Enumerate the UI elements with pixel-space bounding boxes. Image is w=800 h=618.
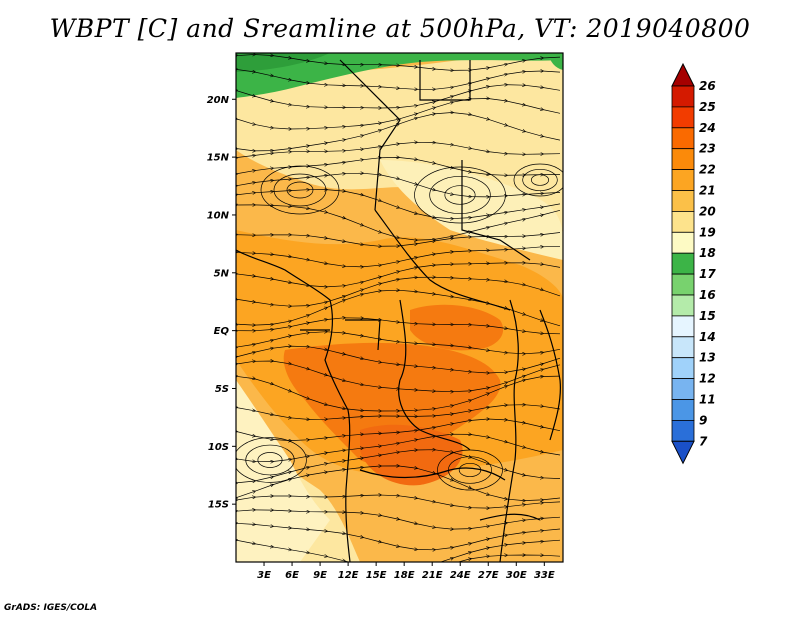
streamline-swirl (236, 437, 307, 483)
colorbar-segment (671, 378, 695, 400)
longitude-axis: 3E 6E 9E 12E 15E 18E 21E 24E 27E 30E 33E (257, 562, 555, 581)
colorbar-label: 11 (699, 393, 716, 407)
streamline-swirl (444, 185, 476, 205)
plot-area (231, 53, 563, 562)
lon-tick-label: 18E (394, 570, 415, 581)
colorbar-segment (671, 210, 695, 233)
colorbar-segment (671, 357, 695, 380)
latitude-axis: 20N 15N 10N 5N EQ 5S 10S 15S (207, 95, 236, 511)
colorbar-label: 21 (699, 184, 716, 198)
border-northeast (419, 60, 471, 101)
colorbar-label: 14 (699, 330, 716, 344)
streamline (236, 405, 561, 420)
streamline (236, 540, 561, 562)
west-coastline (236, 249, 351, 562)
colorbar-label: 22 (699, 163, 716, 177)
colorbar-label: 7 (699, 434, 708, 448)
colorbar-segment (671, 336, 695, 359)
lat-tick-label: 5N (214, 268, 230, 279)
streamline-swirl (530, 174, 550, 186)
border-south (359, 467, 506, 481)
colorbar-segment (671, 148, 695, 170)
lat-tick-label: 20N (207, 95, 230, 106)
boundaries (236, 59, 561, 562)
streamline (236, 495, 561, 508)
colorbar-label: 12 (699, 372, 716, 386)
colorbar-segment (671, 273, 695, 296)
streamline (236, 318, 561, 334)
colorbar-label: 25 (699, 100, 716, 114)
lon-tick-label: 33E (534, 570, 555, 581)
streamline-swirl (429, 175, 491, 215)
colorbar-label: 9 (699, 413, 707, 427)
lat-tick-label: EQ (214, 326, 230, 337)
streamline-swirl (273, 173, 327, 207)
colorbar-segment (671, 252, 695, 275)
lat-tick-label: 10N (207, 210, 230, 221)
border-east (499, 299, 519, 562)
streamline-swirl (522, 168, 558, 192)
streamline-swirl (286, 181, 314, 199)
colorbar-label: 15 (699, 309, 716, 323)
border-inner (398, 299, 471, 451)
colorbar-segment (671, 190, 695, 212)
lat-tick-label: 5S (215, 384, 229, 395)
colorbar-label: 20 (699, 204, 716, 218)
border-southeast (479, 513, 541, 521)
colorbar-label: 23 (699, 142, 716, 156)
colorbar-segment (671, 231, 695, 254)
colorbar-label: 24 (699, 121, 716, 135)
colorbar-segment (671, 127, 695, 150)
lon-tick-label: 21E (422, 570, 443, 581)
colorbar-label: 16 (699, 288, 716, 302)
border-north (339, 59, 401, 211)
lat-tick-label: 10S (208, 442, 229, 453)
border-northeast-2 (461, 160, 531, 261)
colorbar-top-triangle (671, 62, 695, 87)
lon-tick-label: 9E (313, 570, 327, 581)
colorbar-bottom-triangle (671, 440, 695, 465)
colorbar-segment (671, 169, 695, 191)
colorbar-label: 17 (699, 267, 716, 281)
colorbar-segment (671, 106, 695, 129)
lon-tick-label: 30E (506, 570, 527, 581)
streamline (236, 55, 561, 71)
border-central (374, 209, 511, 311)
streamline-swirl (513, 163, 563, 197)
colorbar-label: 13 (699, 351, 716, 365)
colorbar-label: 18 (699, 246, 716, 260)
colorbar: 26 25 24 23 22 21 20 19 18 17 16 15 14 13 12 11 9 7 (671, 62, 716, 465)
colorbar-segment (671, 315, 695, 338)
lon-tick-label: 6E (285, 570, 299, 581)
colorbar-segment (671, 399, 695, 421)
plot-frame (235, 52, 564, 563)
colorbar-segment (671, 419, 695, 442)
lat-tick-label: 15S (208, 500, 229, 511)
credit-label: GrADS: IGES/COLA (4, 603, 98, 613)
streamline-swirl (257, 452, 283, 468)
streamline (231, 555, 561, 562)
streamline-swirl (260, 165, 340, 215)
lon-tick-label: 15E (366, 570, 387, 581)
colorbar-label: 26 (699, 79, 716, 93)
lat-tick-label: 15N (207, 153, 230, 164)
colorbar-segment (671, 85, 695, 108)
lon-tick-label: 12E (338, 570, 359, 581)
streamline (236, 142, 561, 157)
map-title: WBPT [C] and Sreamline at 500hPa, VT: 20… (49, 14, 751, 43)
lon-tick-label: 24E (450, 570, 471, 581)
streamlines (231, 55, 563, 562)
border-small (300, 319, 381, 351)
streamline-swirl (414, 166, 506, 224)
lon-tick-label: 27E (478, 570, 499, 581)
colorbar-segment (671, 294, 695, 317)
lon-tick-label: 3E (257, 570, 271, 581)
colorbar-label: 19 (699, 225, 716, 239)
streamline-swirl (245, 444, 295, 476)
east-coastline (539, 309, 561, 441)
